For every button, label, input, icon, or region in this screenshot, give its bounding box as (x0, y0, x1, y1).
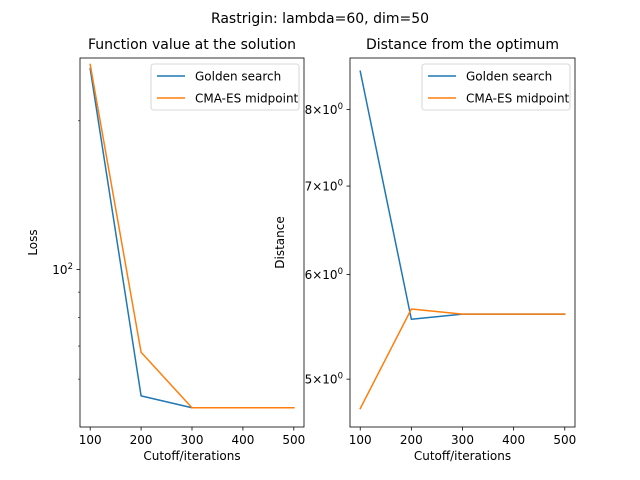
series-line-cma-es-midpoint (89, 63, 295, 409)
legend-entry: Golden search (466, 70, 552, 84)
x-tick-label: 400 (502, 433, 525, 447)
x-tick-label: 200 (130, 433, 153, 447)
x-tick-label: 400 (231, 433, 254, 447)
plot-frame (79, 57, 305, 428)
x-tick-label: 300 (181, 433, 204, 447)
legend: Golden search CMA-ES midpoint (150, 63, 300, 111)
y-tick-label: 7×100 (305, 179, 343, 194)
legend-box (421, 63, 571, 111)
x-tick-label: 500 (553, 433, 576, 447)
x-axis-label: Cutoff/iterations (414, 449, 511, 463)
x-tick-label: 200 (400, 433, 423, 447)
y-tick-label: 102 (52, 262, 73, 277)
chart-right: Distance from the optimum 100 200 300 400 500… (273, 37, 576, 463)
figure-suptitle: Rastrigin: lambda=60, dim=50 (211, 11, 429, 27)
chart-title: Distance from the optimum (366, 37, 559, 53)
x-axis-label: Cutoff/iterations (143, 449, 240, 463)
chart-left: Function value at the solution 100 200 300 4… (26, 37, 305, 463)
legend-entry: CMA-ES midpoint (195, 92, 299, 106)
plot-frame (349, 57, 576, 428)
x-tick-label: 100 (79, 433, 102, 447)
y-axis-label: Loss (26, 229, 40, 255)
x-tick-label: 100 (349, 433, 372, 447)
legend-entry: Golden search (195, 70, 281, 84)
x-tick-label: 300 (451, 433, 474, 447)
chart-title: Function value at the solution (88, 37, 296, 53)
legend-box (150, 63, 300, 111)
x-tick-label: 500 (282, 433, 305, 447)
y-tick-label: 6×100 (305, 267, 343, 282)
legend: Golden search CMA-ES midpoint (421, 63, 571, 111)
y-axis-label: Distance (273, 216, 287, 268)
y-tick-label: 8×100 (305, 102, 343, 117)
series-line-cma-es-midpoint (359, 308, 566, 410)
legend-entry: CMA-ES midpoint (466, 92, 570, 106)
y-tick-label: 5×100 (305, 372, 343, 387)
